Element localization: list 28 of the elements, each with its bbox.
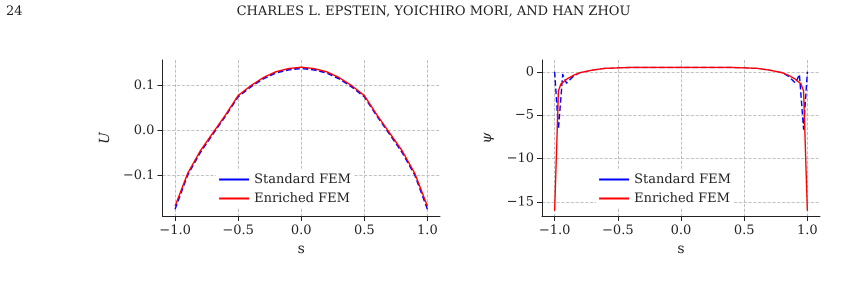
y-tick-label: 0.0 bbox=[134, 123, 154, 138]
x-tick-label: −0.5 bbox=[222, 223, 254, 238]
x-tick-label: −0.5 bbox=[602, 223, 634, 238]
x-tick-label: 1.0 bbox=[797, 223, 818, 238]
legend-label: Enriched FEM bbox=[254, 191, 350, 206]
x-tick-label: 1.0 bbox=[417, 223, 438, 238]
x-tick-label: 0.0 bbox=[670, 223, 692, 238]
x-tick-label: 0.0 bbox=[290, 223, 312, 238]
y-tick-label: −0.1 bbox=[122, 168, 154, 184]
y-tick-label: −5 bbox=[514, 108, 534, 123]
text: CHARLES L. EPSTEIN, YOICHIRO MORI, AND HAN ZHOU bbox=[236, 4, 630, 19]
x-tick-label: −1.0 bbox=[538, 223, 570, 238]
x-tick-label: −1.0 bbox=[159, 223, 191, 238]
legend-label: Standard FEM bbox=[254, 172, 351, 187]
y-tick-label: 0 bbox=[526, 64, 534, 80]
legend-label: Standard FEM bbox=[634, 172, 731, 187]
x-tick-label: 0.5 bbox=[734, 223, 755, 238]
line-series bbox=[554, 66, 808, 212]
legend-label: Enriched FEM bbox=[634, 191, 730, 206]
y-axis-title: ψ bbox=[479, 131, 495, 144]
x-tick-label: 0.5 bbox=[354, 223, 375, 238]
text: 24 bbox=[6, 4, 23, 19]
y-tick-label: 0.1 bbox=[134, 78, 154, 94]
x-axis-title: s bbox=[677, 241, 685, 257]
y-tick-label: −15 bbox=[506, 194, 534, 210]
y-axis-title: U bbox=[97, 130, 113, 144]
y-tick-label: −10 bbox=[506, 151, 534, 166]
x-axis-title: s bbox=[298, 241, 305, 257]
